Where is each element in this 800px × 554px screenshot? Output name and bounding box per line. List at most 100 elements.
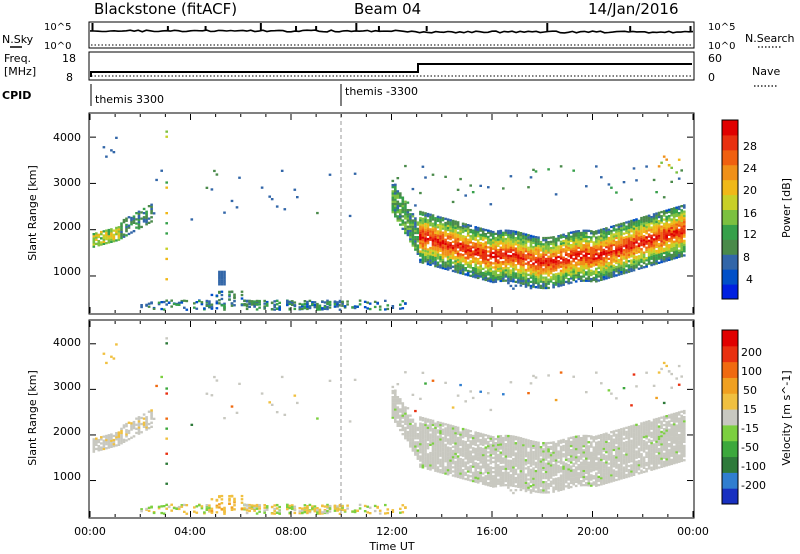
data-cell <box>637 259 641 262</box>
data-cell <box>436 255 440 258</box>
data-cell <box>627 251 631 255</box>
data-cell <box>424 255 427 259</box>
data-cell <box>534 265 538 268</box>
data-cell <box>529 259 533 263</box>
data-cell <box>464 467 467 470</box>
data-cell <box>401 227 405 230</box>
data-cell <box>497 232 500 235</box>
data-cell <box>464 445 467 448</box>
data-cell <box>115 226 118 230</box>
data-cell <box>208 304 211 307</box>
data-cell <box>519 284 523 287</box>
data-cell <box>549 454 553 457</box>
data-cell <box>577 273 580 276</box>
data-cell <box>662 196 666 199</box>
data-cell <box>647 225 651 228</box>
data-cell <box>102 230 106 233</box>
data-cell <box>406 430 410 434</box>
data-cell <box>504 475 508 479</box>
data-cell <box>112 233 116 236</box>
data-cell <box>512 244 515 248</box>
data-cell <box>640 235 643 238</box>
data-cell <box>255 512 259 515</box>
data-cell <box>582 273 586 276</box>
data-cell <box>469 458 472 461</box>
data-cell <box>223 302 226 305</box>
data-cell <box>544 489 548 492</box>
data-cell <box>567 234 570 237</box>
data-cell <box>396 206 400 210</box>
data-cell <box>504 267 508 270</box>
data-cell <box>464 256 467 259</box>
data-cell <box>464 252 467 255</box>
data-cell <box>368 506 372 509</box>
data-cell <box>303 302 307 306</box>
data-cell <box>585 233 588 236</box>
data-cell <box>456 457 460 460</box>
data-cell <box>429 261 432 264</box>
data-cell <box>497 470 500 473</box>
data-cell <box>612 229 616 232</box>
data-cell <box>672 207 676 210</box>
data-cell <box>298 306 302 309</box>
data-cell <box>336 303 339 306</box>
noise-left-tick-bottom: 10^0 <box>44 41 71 52</box>
data-cell <box>534 250 538 253</box>
data-cell <box>213 375 216 379</box>
data-cell <box>489 474 493 477</box>
data-cell <box>459 472 462 475</box>
data-cell <box>416 240 420 243</box>
data-cell <box>512 278 515 281</box>
data-cell <box>137 432 141 435</box>
data-cell <box>481 451 485 455</box>
data-cell <box>529 444 533 447</box>
data-cell <box>489 468 493 471</box>
data-cell <box>632 225 636 228</box>
data-cell <box>509 437 513 440</box>
data-cell <box>120 435 123 439</box>
data-cell <box>444 242 447 245</box>
data-cell <box>544 468 548 471</box>
data-cell <box>632 262 636 266</box>
data-cell <box>474 230 477 233</box>
data-cell <box>647 220 651 224</box>
data-cell <box>419 438 422 442</box>
data-cell <box>499 242 503 245</box>
data-cell <box>622 240 626 244</box>
data-cell <box>273 308 276 311</box>
data-cell <box>461 454 465 457</box>
data-cell <box>391 184 395 187</box>
data-cell <box>607 266 611 269</box>
data-cell <box>454 233 457 236</box>
data-cell <box>544 239 548 242</box>
data-cell <box>479 467 482 470</box>
data-cell <box>625 242 628 245</box>
data-cell <box>497 466 500 469</box>
data-cell <box>426 443 430 446</box>
data-cell <box>552 240 555 243</box>
data-cell <box>444 451 447 455</box>
data-cell <box>537 458 540 461</box>
data-cell <box>243 507 246 510</box>
data-cell <box>459 476 462 479</box>
data-cell <box>549 259 553 262</box>
data-cell <box>100 243 103 246</box>
data-cell <box>554 250 558 253</box>
data-cell <box>637 244 641 247</box>
data-cell <box>205 505 209 508</box>
data-cell <box>117 443 121 446</box>
data-cell <box>424 432 427 435</box>
data-cell <box>429 249 432 252</box>
data-cell <box>652 217 656 220</box>
data-cell <box>532 273 535 276</box>
data-cell <box>612 239 616 242</box>
data-cell <box>454 266 457 269</box>
data-cell <box>484 442 488 445</box>
data-cell <box>652 238 656 241</box>
data-cell <box>630 236 633 239</box>
data-cell <box>497 278 500 281</box>
data-cell <box>466 431 470 434</box>
data-cell <box>617 236 621 239</box>
data-cell <box>461 266 465 269</box>
data-cell <box>554 277 558 280</box>
